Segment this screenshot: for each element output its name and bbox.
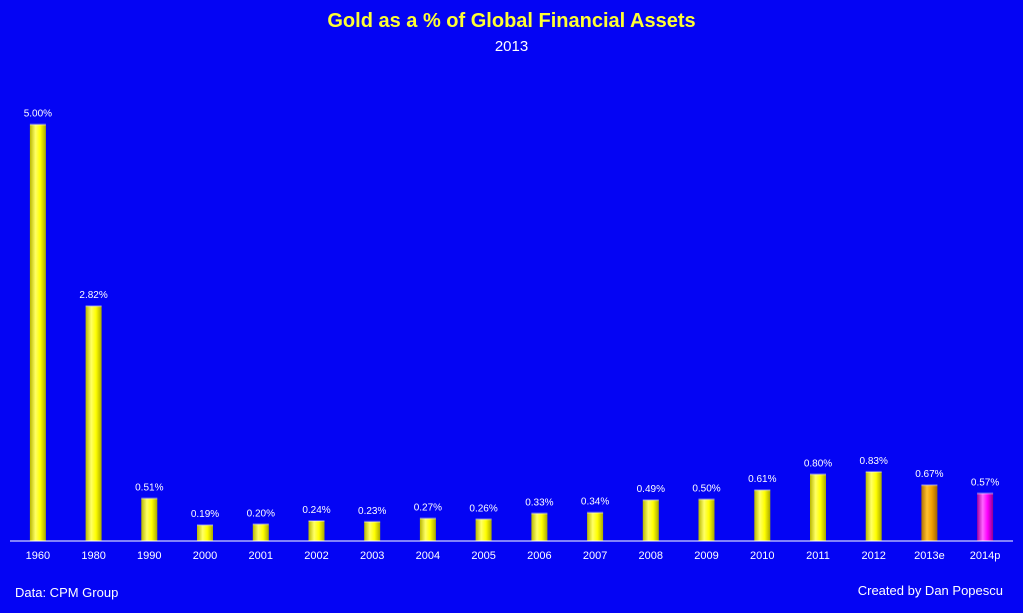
bar-2003 <box>364 521 381 541</box>
bar-cap-2013e <box>921 484 938 487</box>
bar-1980 <box>85 306 102 541</box>
x-tick-label-2009: 2009 <box>694 550 718 562</box>
bar-2011 <box>810 474 826 541</box>
x-tick-label-2012: 2012 <box>861 550 885 562</box>
data-label-2000: 0.19% <box>191 509 219 520</box>
bar-cap-2007 <box>587 511 604 514</box>
bar-2007 <box>587 512 604 541</box>
x-tick-label-2008: 2008 <box>639 550 663 562</box>
data-label-2004: 0.27% <box>414 503 442 514</box>
bar-cap-2008 <box>642 499 659 502</box>
bar-cap-2010 <box>754 489 771 492</box>
bar-cap-2001 <box>252 523 269 526</box>
data-label-1990: 0.51% <box>135 483 163 494</box>
data-label-2006: 0.33% <box>525 498 553 509</box>
x-tick-label-2011: 2011 <box>806 550 830 562</box>
data-label-2002: 0.24% <box>302 505 330 516</box>
x-tick-label-2004: 2004 <box>416 550 440 562</box>
bar-2014p <box>977 493 994 541</box>
bar-1960 <box>29 124 46 541</box>
bar-2008 <box>642 500 659 541</box>
bar-2001 <box>252 524 269 541</box>
bar-cap-2003 <box>364 520 381 523</box>
x-tick-label-2000: 2000 <box>193 550 217 562</box>
x-tick-label-2006: 2006 <box>527 550 551 562</box>
data-label-2010: 0.61% <box>748 474 776 485</box>
bar-cap-2004 <box>419 517 436 520</box>
x-tick-label-2014p: 2014p <box>970 550 1001 562</box>
bar-cap-2000 <box>197 524 213 527</box>
bar-2010 <box>754 490 771 541</box>
data-label-2007: 0.34% <box>581 497 609 508</box>
bar-cap-2006 <box>531 512 548 515</box>
data-label-2003: 0.23% <box>358 506 386 517</box>
bar-cap-2012 <box>865 470 882 473</box>
source-note: Data: CPM Group <box>15 585 119 600</box>
data-label-2005: 0.26% <box>469 503 497 514</box>
bar-cap-2011 <box>810 473 826 476</box>
credit-note: Created by Dan Popescu <box>857 583 1003 598</box>
data-label-2013e: 0.67% <box>915 469 943 480</box>
x-tick-label-2001: 2001 <box>249 550 273 562</box>
x-tick-label-2002: 2002 <box>304 550 328 562</box>
bar-cap-2009 <box>698 498 715 501</box>
chart-subtitle: 2013 <box>494 38 529 55</box>
bar-cap-1980 <box>85 305 102 308</box>
x-tick-label-2013e: 2013e <box>914 550 945 562</box>
bar-cap-1990 <box>141 497 158 500</box>
x-tick-label-1990: 1990 <box>137 550 161 562</box>
bar-2002 <box>308 521 325 541</box>
data-label-2012: 0.83% <box>860 456 888 467</box>
bar-cap-2002 <box>308 520 325 522</box>
data-label-2011: 0.80% <box>804 458 832 469</box>
data-label-2008: 0.49% <box>637 484 665 495</box>
bar-1990 <box>141 498 158 541</box>
chart-title: Gold as a % of Global Financial Assets <box>327 10 696 32</box>
bar-2006 <box>531 513 548 541</box>
x-tick-label-2007: 2007 <box>583 550 607 562</box>
x-tick-label-2010: 2010 <box>750 550 774 562</box>
data-label-2001: 0.20% <box>247 508 275 519</box>
x-tick-label-2005: 2005 <box>471 550 495 562</box>
bar-2004 <box>419 518 436 541</box>
data-label-1960: 5.00% <box>24 109 52 120</box>
bar-2012 <box>865 471 882 541</box>
x-tick-label-1980: 1980 <box>81 550 105 562</box>
data-label-2014p: 0.57% <box>971 478 999 489</box>
bar-2000 <box>197 525 213 541</box>
x-tick-label-1960: 1960 <box>26 550 50 562</box>
bar-cap-1960 <box>29 123 46 126</box>
bar-2009 <box>698 499 715 541</box>
bar-cap-2014p <box>977 492 994 495</box>
bar-2013e <box>921 485 938 541</box>
x-tick-label-2003: 2003 <box>360 550 384 562</box>
data-label-1980: 2.82% <box>79 290 107 301</box>
data-label-2009: 0.50% <box>692 483 720 494</box>
bar-2005 <box>475 519 492 541</box>
bar-cap-2005 <box>475 518 492 521</box>
